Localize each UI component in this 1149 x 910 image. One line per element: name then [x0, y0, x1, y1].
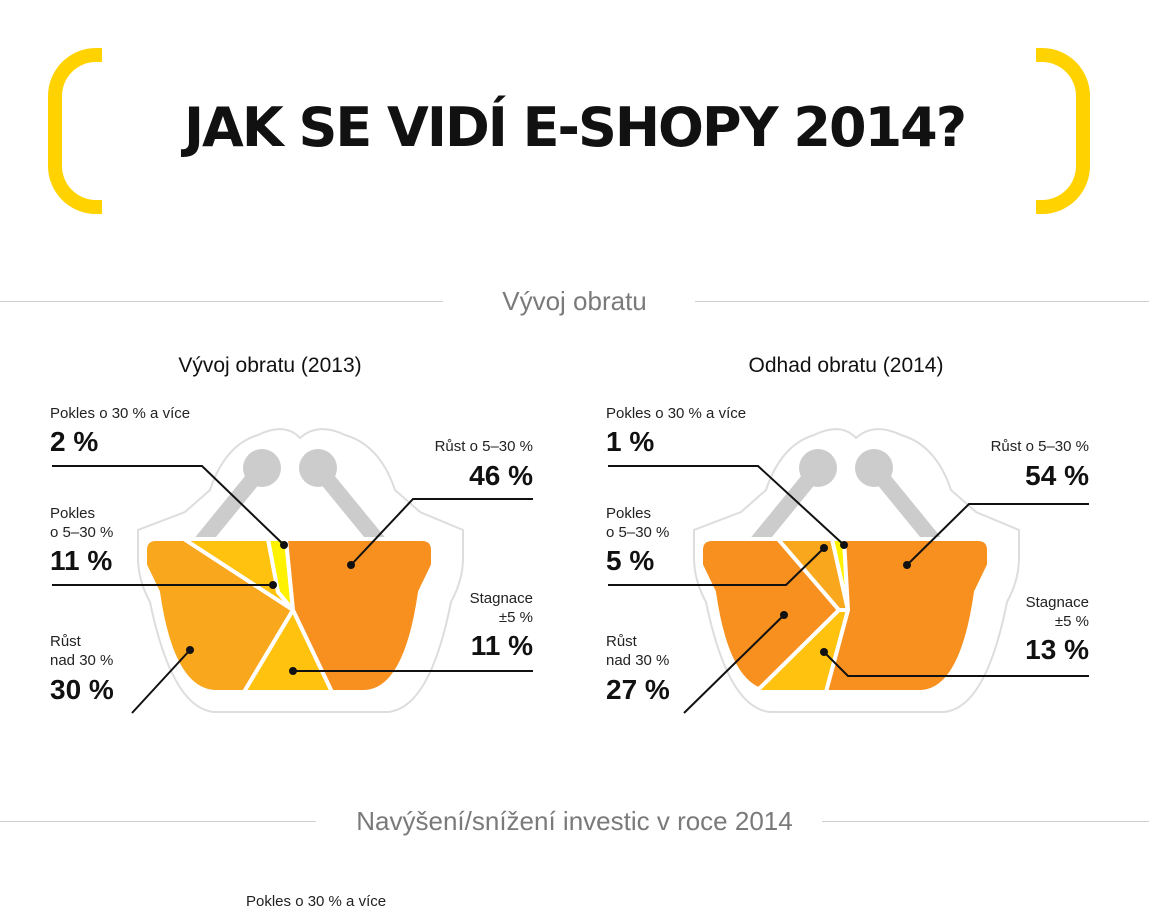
label-rust: Růst [50, 633, 81, 650]
value-stagnace: 11 % [470, 630, 533, 661]
leader-dot [820, 544, 828, 552]
chart-title-2013: Vývoj obratu (2013) [178, 354, 362, 377]
value-stagnace: 13 % [1025, 634, 1089, 665]
section-header-investments: Navýšení/snížení investic v roce 2014 [0, 801, 1149, 841]
leader-dot [289, 667, 297, 675]
label-stagnace-range: ±5 % [498, 609, 533, 626]
value-pokles-30: 1 % [606, 426, 655, 457]
label-rust-range: nad 30 % [606, 652, 670, 669]
label-pokles-range: o 5–30 % [50, 524, 114, 541]
section-rule-left [0, 301, 443, 302]
chart-panel-2013: Vývoj obratu (2013) Pokles o 30 [0, 340, 560, 750]
label-rust: Růst [606, 633, 637, 650]
value-rust-5-30: 54 % [1025, 460, 1089, 491]
leader-line [906, 503, 1089, 566]
label-rust-5-30: Růst o 5–30 % [990, 438, 1089, 455]
label-rust-5-30: Růst o 5–30 % [434, 438, 533, 455]
leader-line [683, 614, 785, 714]
leader-dot [903, 561, 911, 569]
chart-title-2014: Odhad obratu (2014) [748, 354, 944, 377]
section-rule-right [822, 821, 1149, 822]
basket-handle-knob [243, 449, 281, 487]
leader-line [350, 498, 533, 566]
leader-lines-2013 [52, 465, 533, 714]
section-title: Vývoj obratu [502, 286, 647, 316]
slice-rust-5-30 [283, 537, 435, 694]
section-rule-left [0, 821, 316, 822]
value-pokles-30: 2 % [50, 426, 99, 457]
basket-handle-knob [855, 449, 893, 487]
label-pokles-30: Pokles o 30 % a více [606, 405, 747, 422]
label-rust-range: nad 30 % [50, 652, 114, 669]
label-pokles-range: o 5–30 % [606, 524, 670, 541]
label-stagnace: Stagnace [1025, 594, 1089, 611]
slices-2014 [699, 537, 991, 694]
label-stagnace: Stagnace [469, 590, 533, 607]
slice-rust-nad-30 [143, 537, 296, 694]
leader-lines-2014 [608, 465, 1089, 714]
leader-dots-2013 [186, 541, 355, 675]
value-rust-nad-30: 27 % [606, 674, 670, 705]
label-pokles: Pokles [50, 505, 96, 522]
slices-2013 [143, 537, 435, 694]
leader-dot [840, 541, 848, 549]
value-pokles-5-30: 5 % [606, 545, 655, 576]
leader-line [608, 547, 825, 586]
leader-dot [186, 646, 194, 654]
leader-dot [269, 581, 277, 589]
basket-handle-knob [299, 449, 337, 487]
section-title: Navýšení/snížení investic v roce 2014 [356, 806, 793, 836]
value-rust-5-30: 46 % [469, 460, 533, 491]
page-title: JAK SE VIDÍ E-SHOPY 2014? [183, 96, 967, 159]
basket-chart-2014 [608, 428, 1089, 714]
value-rust-nad-30: 30 % [50, 674, 114, 705]
leader-line [52, 465, 285, 546]
leader-line [131, 649, 191, 714]
leader-line [823, 651, 1089, 677]
basket-handle-knob [799, 449, 837, 487]
leader-dot [347, 561, 355, 569]
leader-line [608, 465, 845, 546]
value-pokles-5-30: 11 % [50, 545, 113, 576]
label-pokles-30: Pokles o 30 % a více [50, 405, 191, 422]
section-rule-right [695, 301, 1149, 302]
label-pokles: Pokles [606, 505, 652, 522]
slice-rust-5-30 [823, 537, 991, 694]
leader-dot [820, 648, 828, 656]
leader-dots-2014 [780, 541, 911, 656]
basket-chart-2013 [52, 428, 533, 714]
chart-panel-2014: Odhad obratu (2014) Pokles o 30 [556, 340, 1116, 750]
leader-dot [780, 611, 788, 619]
section-header-turnover: Vývoj obratu [0, 281, 1149, 321]
leader-dot [280, 541, 288, 549]
partial-label: Pokles o 30 % a více [246, 893, 387, 910]
label-stagnace-range: ±5 % [1054, 613, 1089, 630]
